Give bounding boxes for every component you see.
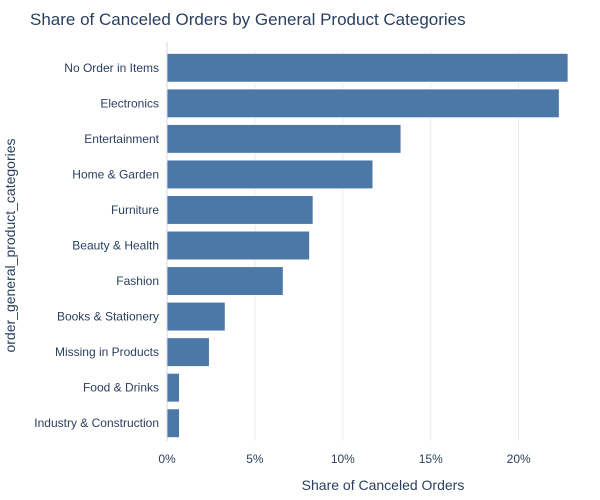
y-axis-title: order_general_product_categories [2, 138, 18, 352]
x-tick-label: 15% [419, 452, 443, 466]
y-tick-label: Fashion [116, 274, 159, 288]
y-tick-label: Entertainment [84, 132, 159, 146]
bar[interactable] [166, 124, 402, 154]
bar[interactable] [166, 266, 284, 296]
y-tick-label: Electronics [100, 96, 159, 110]
y-tick-labels: No Order in Items Electronics Entertainmen… [34, 61, 159, 430]
x-tick-labels: 0% 5% 10% 15% 20% [158, 452, 531, 466]
bar[interactable] [166, 53, 569, 83]
bars [166, 53, 569, 438]
x-tick-label: 20% [507, 452, 531, 466]
bar[interactable] [166, 231, 310, 260]
x-tick-label: 10% [331, 452, 355, 466]
bar[interactable] [166, 408, 180, 438]
x-tick-label: 5% [246, 452, 264, 466]
y-tick-label: Home & Garden [72, 167, 159, 181]
x-tick-label: 0% [158, 452, 176, 466]
bar[interactable] [166, 373, 180, 403]
y-tick-label: Food & Drinks [83, 381, 159, 395]
y-tick-label: Books & Stationery [57, 310, 159, 324]
bar[interactable] [166, 88, 560, 118]
bar[interactable] [166, 302, 226, 332]
y-tick-label: Beauty & Health [72, 239, 159, 253]
x-axis-title: Share of Canceled Orders [302, 477, 465, 493]
bar[interactable] [166, 195, 314, 225]
bar[interactable] [166, 159, 373, 189]
bar[interactable] [166, 337, 210, 367]
y-tick-label: No Order in Items [64, 61, 159, 75]
chart-title: Share of Canceled Orders by General Prod… [30, 10, 466, 29]
y-tick-label: Industry & Construction [34, 416, 159, 430]
y-tick-label: Furniture [111, 203, 159, 217]
y-tick-label: Missing in Products [55, 345, 159, 359]
